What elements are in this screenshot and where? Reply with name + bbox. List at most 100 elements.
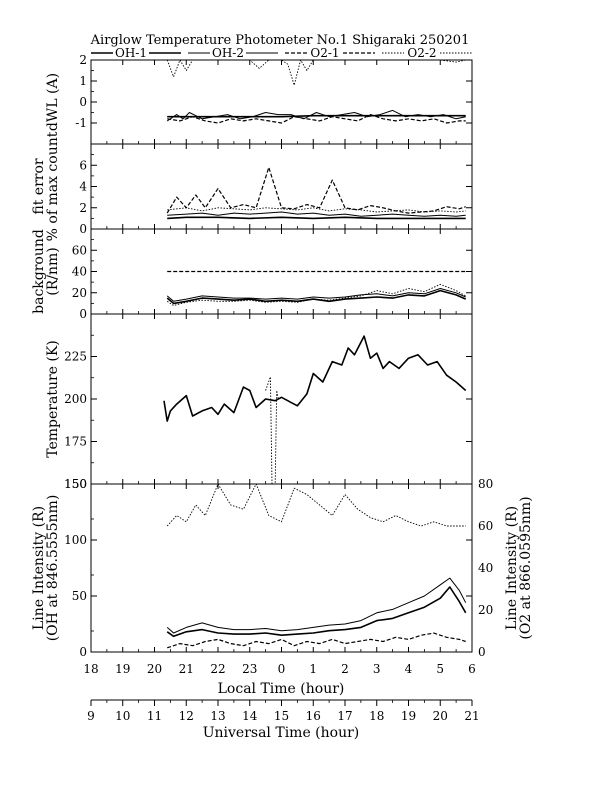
- y-axis-label: fit error: [31, 158, 47, 215]
- y-tick-label: 4: [79, 180, 87, 194]
- x2-axis-label: Universal Time (hour): [203, 725, 360, 741]
- panel-1: 0 2 4 6 fit error% of max count: [31, 131, 473, 241]
- x-tick-label: 19: [115, 662, 130, 676]
- y-tick-label: 150: [64, 477, 87, 491]
- series-line-oh-2: [166, 109, 466, 122]
- y-tick-label: 0: [79, 95, 87, 109]
- y-tick-label: 2: [79, 53, 87, 67]
- y2-tick-label: 20: [478, 603, 493, 617]
- y-tick-label: 6: [79, 158, 87, 172]
- x-tick-label: 18: [83, 662, 98, 676]
- x2-tick-label: 11: [147, 709, 162, 723]
- y-tick-label: 100: [64, 533, 87, 547]
- y2-tick-label: 80: [478, 477, 493, 491]
- legend-entry: OH-2: [212, 46, 244, 60]
- series-line-o2-2: [166, 283, 466, 306]
- x-tick-label: 2: [341, 662, 349, 676]
- x2-tick-label: 20: [433, 709, 448, 723]
- y-tick-label: 50: [72, 589, 87, 603]
- y-axis-label: Line Intensity (R): [31, 506, 47, 630]
- y-tick-label: 225: [64, 350, 87, 364]
- series-line-o2-1: [167, 113, 466, 124]
- panel-0: -1 0 1 2 dWL (A): [45, 53, 473, 145]
- y-axis-label: Temperature (K): [45, 340, 61, 458]
- series-group: [166, 270, 467, 306]
- series-line-oh-1: [167, 216, 466, 220]
- y2-tick-label: 0: [478, 645, 486, 659]
- x-tick-label: 4: [405, 662, 413, 676]
- series-line-oh-2: [166, 288, 466, 302]
- y-tick-label: 0: [79, 222, 87, 236]
- y-tick-label: 1: [79, 74, 87, 88]
- series-group: [166, 166, 466, 220]
- y-tick-label: 150: [64, 477, 87, 491]
- y2-tick-label: 60: [478, 519, 493, 533]
- x-tick-label: 20: [147, 662, 162, 676]
- y2-axis-label: Line Intensity (R): [504, 506, 520, 630]
- y-tick-label: 60: [72, 243, 87, 257]
- x2-tick-label: 21: [464, 709, 479, 723]
- series-line-o2-1: [166, 166, 466, 214]
- chart-title: Airglow Temperature Photometer No.1 Shig…: [90, 33, 470, 48]
- series-line-o2: [265, 376, 279, 484]
- panel-frame: [90, 483, 473, 653]
- y-tick-label: 175: [64, 435, 87, 449]
- y-axis-label: dWL (A): [45, 73, 61, 131]
- y-tick-label: 0: [79, 645, 87, 659]
- panel-frame: [90, 143, 473, 230]
- series-line-oh: [163, 335, 467, 422]
- x-tick-label: 0: [278, 662, 286, 676]
- legend-entry: OH-1: [115, 46, 147, 60]
- x2-tick-label: 14: [242, 709, 258, 723]
- panel-frame: [90, 313, 473, 485]
- x-axis-universal-time: 9 10 11 12 13 14 15 16 17 18 19 20 21: [87, 699, 480, 723]
- x2-tick-label: 18: [369, 709, 384, 723]
- y-axis-label-line2: % of max count: [45, 131, 61, 241]
- x-tick-label: 6: [468, 662, 476, 676]
- series-group: [166, 484, 467, 649]
- series-line-o2-1: [167, 632, 466, 649]
- y2-tick-label: 40: [478, 561, 493, 575]
- y-tick-label: 20: [72, 286, 87, 300]
- panel-frame: [90, 59, 473, 145]
- panel-2: 0 20 40 60 background(R/nm): [31, 228, 473, 321]
- y-tick-label: -1: [75, 116, 87, 130]
- x-tick-label: 23: [242, 662, 257, 676]
- series-line-oh-1: [167, 114, 466, 118]
- y-axis-label-line2: (OH at 846.5555nm): [45, 495, 61, 642]
- y-tick-label: 2: [79, 201, 87, 215]
- x-tick-label: 3: [373, 662, 381, 676]
- series-line-o2-2: [166, 484, 466, 527]
- series-line-oh-2: [167, 211, 466, 217]
- y-axis-label: background: [31, 229, 47, 314]
- y-tick-label: 200: [64, 392, 87, 406]
- legend-entry: O2-2: [407, 46, 436, 60]
- y2-axis-label-line2: (O2 at 866.0595nm): [518, 496, 534, 639]
- x2-tick-label: 15: [274, 709, 289, 723]
- series-line-oh-1: [166, 586, 467, 638]
- x2-tick-label: 13: [210, 709, 225, 723]
- x-axis-local-time: 18 19 20 21 22 23 0 1 2 3 4 5 6: [83, 662, 475, 676]
- y-tick-label: 0: [79, 307, 87, 321]
- x-tick-label: 5: [436, 662, 444, 676]
- x2-tick-label: 19: [401, 709, 416, 723]
- series-group: [166, 60, 466, 124]
- x-tick-label: 1: [309, 662, 317, 676]
- x2-tick-label: 12: [179, 709, 194, 723]
- y-axis-label-line2: (R/nm): [45, 247, 61, 295]
- series-line-o2-2: [166, 60, 466, 86]
- x-axis-label: Local Time (hour): [218, 681, 345, 697]
- legend: OH-1 OH-2 O2-1 O2-2: [91, 46, 472, 60]
- series-group: [163, 335, 467, 484]
- legend-entry: O2-1: [310, 46, 339, 60]
- x2-tick-label: 16: [306, 709, 321, 723]
- x-tick-label: 22: [210, 662, 225, 676]
- x2-tick-label: 17: [337, 709, 352, 723]
- x-tick-label: 21: [179, 662, 194, 676]
- x2-tick-label: 9: [87, 709, 95, 723]
- series-line-oh-2: [166, 577, 467, 634]
